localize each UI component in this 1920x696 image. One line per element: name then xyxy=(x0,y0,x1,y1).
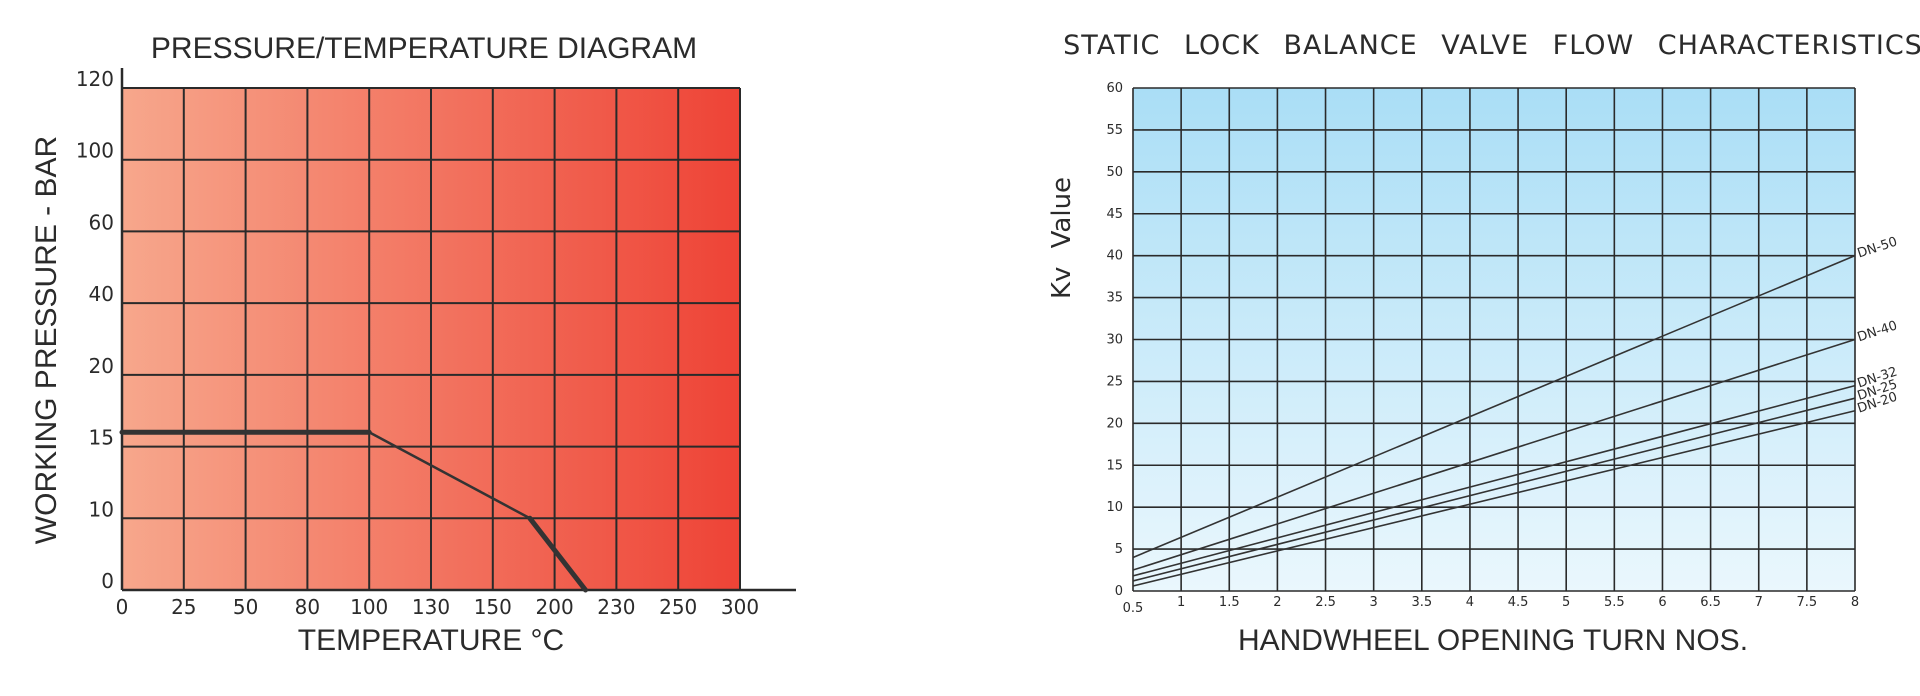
left-y-tick-label: 100 xyxy=(76,139,114,163)
left-y-tick-label: 10 xyxy=(89,497,114,521)
right-y-tick-label: 15 xyxy=(1106,458,1123,473)
left-x-tick-label: 200 xyxy=(536,595,574,619)
left-x-tick-label: 150 xyxy=(474,595,512,619)
right-x-tick-label: 5 xyxy=(1562,595,1570,610)
left-grid xyxy=(120,68,796,592)
right-x-tick-label: 8 xyxy=(1851,595,1859,610)
right-y-tick-label: 45 xyxy=(1106,207,1123,222)
left-y-tick-label: 20 xyxy=(89,354,114,378)
right-y-tick-label: 55 xyxy=(1106,123,1123,138)
left-x-tick-label: 130 xyxy=(412,595,450,619)
right-x-tick-label: 0.5 xyxy=(1123,601,1144,616)
right-x-tick-label: 3 xyxy=(1370,595,1378,610)
left-x-tick-label: 300 xyxy=(721,595,759,619)
right-x-tick-label: 1 xyxy=(1177,595,1185,610)
right-y-tick-label: 25 xyxy=(1106,374,1123,389)
right-x-tick-label: 7.5 xyxy=(1797,595,1818,610)
right-x-tick-label: 4.5 xyxy=(1508,595,1529,610)
left-chart-title: PRESSURE/TEMPERATURE DIAGRAM xyxy=(151,32,697,65)
left-series xyxy=(119,429,588,593)
right-x-tick-label: 2.5 xyxy=(1315,595,1336,610)
right-series-label: DN-50 xyxy=(1856,235,1900,262)
left-series-segment xyxy=(367,430,532,520)
left-y-axis-title: WORKING PRESSURE - BAR xyxy=(30,136,63,544)
right-y-tick-label: 50 xyxy=(1106,165,1123,180)
left-y-tick-label: 0 xyxy=(101,569,114,593)
right-y-ticks: 0 5 10 15 20 25 30 35 40 45 50 55 60 xyxy=(1106,81,1123,599)
right-y-axis-title: Kv Value xyxy=(1047,177,1077,299)
right-x-tick-label: 1.5 xyxy=(1219,595,1240,610)
left-x-tick-label: 80 xyxy=(295,595,320,619)
right-y-tick-label: 20 xyxy=(1106,416,1123,431)
left-y-tick-label: 15 xyxy=(89,426,114,450)
right-x-tick-label: 3.5 xyxy=(1411,595,1432,610)
right-y-tick-label: 5 xyxy=(1115,542,1123,557)
right-series-line xyxy=(1132,384,1856,577)
left-x-tick-label: 0 xyxy=(116,595,129,619)
right-x-tick-label: 5.5 xyxy=(1604,595,1625,610)
left-x-tick-label: 250 xyxy=(659,595,697,619)
left-series-segment xyxy=(527,515,588,593)
right-series-line xyxy=(1132,409,1856,587)
right-x-tick-label: 4 xyxy=(1466,595,1474,610)
right-series-line xyxy=(1132,338,1856,571)
right-y-tick-label: 30 xyxy=(1106,333,1123,348)
right-y-tick-label: 0 xyxy=(1115,584,1123,599)
right-chart-title: STATIC LOCK BALANCE VALVE FLOW CHARACTER… xyxy=(1063,30,1920,61)
left-y-ticks: 0 10 15 20 40 60 100 120 xyxy=(76,67,114,593)
left-x-ticks: 0 25 50 80 100 130 150 200 230 250 300 xyxy=(116,595,759,619)
right-y-tick-label: 10 xyxy=(1106,500,1123,515)
right-x-axis-title: HANDWHEEL OPENING TURN NOS. xyxy=(1238,624,1748,657)
right-x-tick-label: 6 xyxy=(1658,595,1666,610)
left-x-tick-label: 25 xyxy=(171,595,196,619)
right-series-label: DN-40 xyxy=(1856,318,1900,345)
left-x-tick-label: 100 xyxy=(350,595,388,619)
left-y-tick-label: 120 xyxy=(76,67,114,91)
pressure-temperature-chart: 0 25 50 80 100 130 150 200 230 250 300 0 10 15 20 40 60… xyxy=(30,32,796,657)
right-x-tick-label: 7 xyxy=(1755,595,1763,610)
left-y-tick-label: 60 xyxy=(89,210,114,234)
right-x-tick-label: 6.5 xyxy=(1700,595,1721,610)
right-y-tick-label: 35 xyxy=(1106,291,1123,306)
right-series-line xyxy=(1132,397,1856,582)
left-y-tick-label: 40 xyxy=(89,282,114,306)
right-y-tick-label: 60 xyxy=(1106,81,1123,96)
right-x-tick-label: 2 xyxy=(1273,595,1281,610)
left-x-axis-title: TEMPERATURE °C xyxy=(298,624,564,657)
right-x-ticks: 0.5 1 1.5 2 2.5 3 3.5 4 4.5 5 5.5 6 6.5 7 7.5 8 xyxy=(1123,595,1859,616)
right-grid xyxy=(1132,87,1856,592)
right-y-tick-label: 40 xyxy=(1106,249,1123,264)
left-x-tick-label: 50 xyxy=(233,595,258,619)
left-x-tick-label: 230 xyxy=(597,595,635,619)
right-series-line xyxy=(1132,254,1856,559)
